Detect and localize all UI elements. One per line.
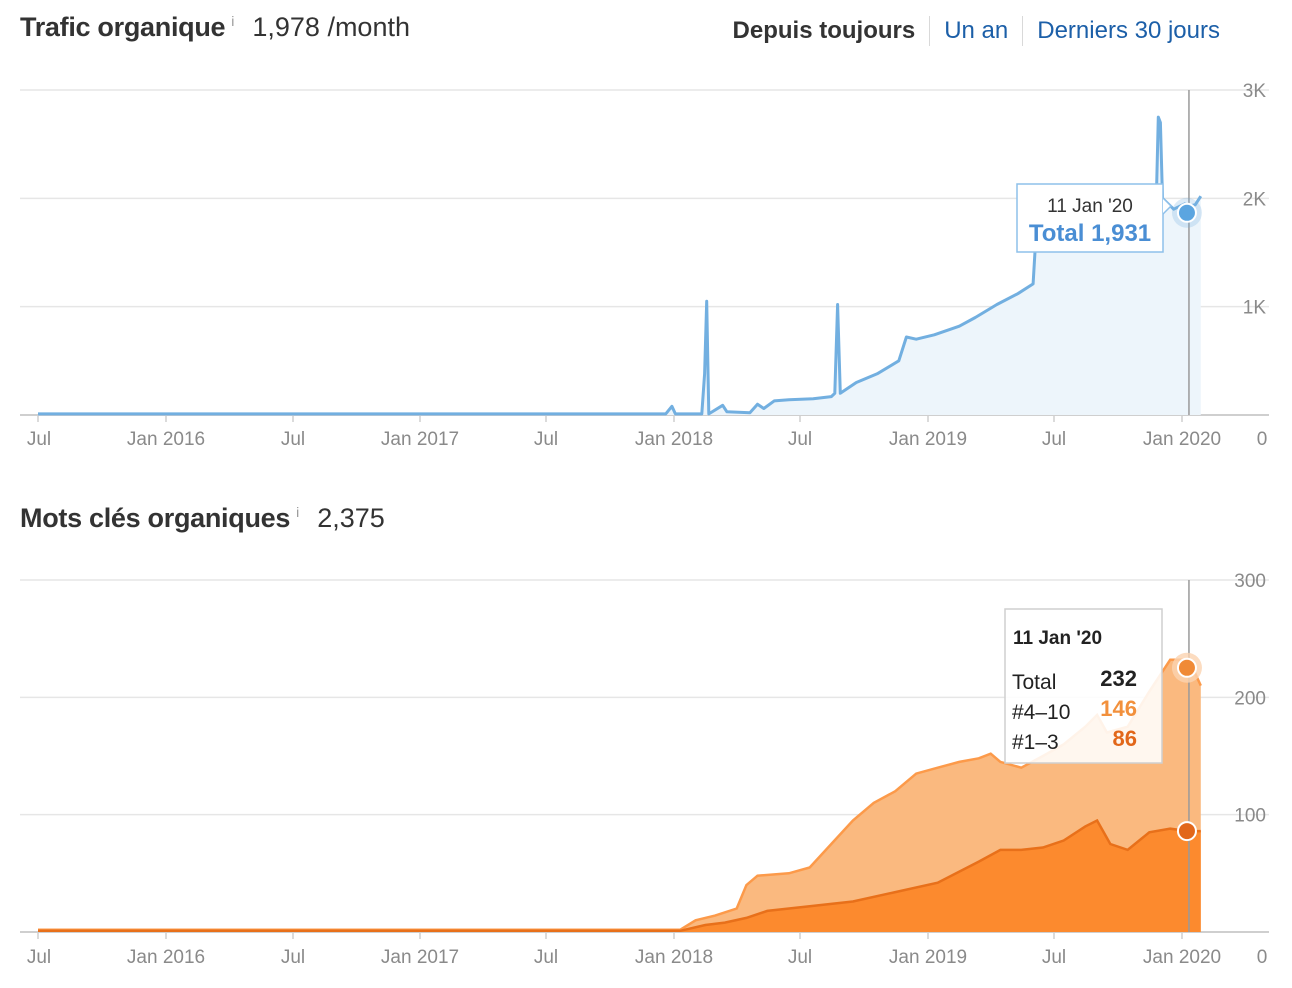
x-tick-label: Jul: [1042, 429, 1066, 450]
y-tick-label: 2K: [1243, 189, 1267, 210]
tooltip-point-total: [1176, 657, 1197, 678]
x-tick-label: Jul: [281, 947, 305, 968]
x-tick-label: Jan 2018: [635, 947, 713, 968]
tooltip-pointer: [1162, 197, 1173, 215]
tooltip-point-top3: [1176, 821, 1197, 842]
y-tick-label: 1K: [1243, 298, 1267, 319]
x-tick-label: Jul: [1042, 947, 1066, 968]
x-tick-label: Jul: [788, 429, 812, 450]
range-divider: [1022, 16, 1024, 46]
traffic-area: [38, 117, 1201, 415]
x-tick-label: Jul: [27, 947, 51, 968]
range-divider: [929, 16, 931, 46]
x-tick-label: Jan 2016: [127, 947, 205, 968]
tooltip-row-label: Total: [1012, 671, 1056, 694]
range-last-30-days[interactable]: Derniers 30 jours: [1037, 17, 1220, 44]
tooltip-date: 11 Jan '20: [1047, 196, 1133, 217]
y-tick-label: 0: [1257, 947, 1268, 968]
x-tick-label: Jul: [27, 429, 51, 450]
y-tick-label: 3K: [1243, 81, 1267, 102]
keywords-value: 2,375: [317, 503, 385, 533]
tooltip-row-value: 146: [1100, 696, 1137, 721]
range-selector: Depuis toujours Un an Derniers 30 jours: [733, 16, 1234, 46]
x-tick-label: Jul: [534, 947, 558, 968]
y-tick-label: 200: [1234, 688, 1266, 709]
kw-area-top10: [38, 659, 1201, 932]
x-tick-label: Jul: [534, 429, 558, 450]
tooltip-point: [1176, 202, 1197, 223]
traffic-chart[interactable]: 3K 2K 1K Jul Jan 2016 Jul Jan 2017 Jul Jan 2018 J…: [0, 80, 1292, 460]
traffic-value: 1,978 /month: [252, 12, 410, 42]
x-tick-label: Jan 2017: [381, 947, 459, 968]
tooltip-row-label: #1–3: [1012, 731, 1059, 754]
keywords-info-icon[interactable]: i: [296, 504, 300, 520]
tooltip-row-label: #4–10: [1012, 701, 1070, 724]
tooltip-total: Total 1,931: [1029, 220, 1151, 247]
y-tick-label: 100: [1234, 806, 1266, 827]
x-tick-label: Jan 2018: [635, 429, 713, 450]
traffic-title: Trafic organique: [20, 12, 226, 42]
y-tick-label: 0: [1257, 429, 1268, 450]
x-tick-label: Jan 2019: [889, 947, 967, 968]
keywords-title: Mots clés organiques: [20, 503, 291, 533]
x-tick-label: Jan 2020: [1143, 429, 1221, 450]
tooltip-date: 11 Jan '20: [1013, 628, 1102, 649]
kw-line-top3: [38, 818, 1201, 933]
y-tick-label: 300: [1234, 571, 1266, 592]
keywords-header: Mots clés organiques i 2,375: [20, 503, 385, 534]
tooltip-row-value: 232: [1100, 666, 1137, 691]
x-tick-label: Jul: [788, 947, 812, 968]
x-tick-label: Jan 2017: [381, 429, 459, 450]
x-tick-label: Jul: [281, 429, 305, 450]
traffic-info-icon[interactable]: i: [231, 13, 235, 29]
keywords-chart[interactable]: 300 200 100 Jul Jan 2016 Jul Jan 2017 Jul Jan 20…: [0, 570, 1292, 970]
kw-area-top3: [38, 820, 1201, 932]
tooltip-box: [1016, 183, 1164, 253]
traffic-header: Trafic organique i 1,978 /month: [20, 12, 410, 43]
tooltip-row-value: 86: [1113, 726, 1137, 751]
x-tick-label: Jan 2016: [127, 429, 205, 450]
range-one-year[interactable]: Un an: [944, 17, 1009, 44]
x-tick-label: Jan 2020: [1143, 947, 1221, 968]
x-tick-label: Jan 2019: [889, 429, 967, 450]
tooltip-box: [1004, 608, 1163, 764]
range-all-time[interactable]: Depuis toujours: [732, 17, 916, 44]
